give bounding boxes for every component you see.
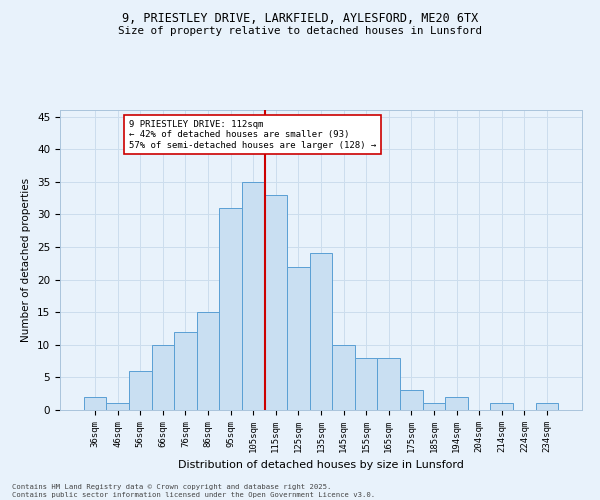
Bar <box>332 345 355 410</box>
Bar <box>84 397 106 410</box>
Bar <box>152 345 174 410</box>
Bar <box>400 390 422 410</box>
Text: Contains HM Land Registry data © Crown copyright and database right 2025.
Contai: Contains HM Land Registry data © Crown c… <box>12 484 375 498</box>
Bar <box>422 404 445 410</box>
Bar <box>174 332 197 410</box>
Bar <box>377 358 400 410</box>
Bar <box>242 182 265 410</box>
Text: Size of property relative to detached houses in Lunsford: Size of property relative to detached ho… <box>118 26 482 36</box>
Y-axis label: Number of detached properties: Number of detached properties <box>22 178 31 342</box>
Bar <box>445 397 468 410</box>
Bar <box>355 358 377 410</box>
Text: 9, PRIESTLEY DRIVE, LARKFIELD, AYLESFORD, ME20 6TX: 9, PRIESTLEY DRIVE, LARKFIELD, AYLESFORD… <box>122 12 478 26</box>
Bar <box>220 208 242 410</box>
Bar <box>490 404 513 410</box>
Bar <box>265 195 287 410</box>
Bar <box>310 254 332 410</box>
Bar <box>106 404 129 410</box>
Bar <box>536 404 558 410</box>
Text: 9 PRIESTLEY DRIVE: 112sqm
← 42% of detached houses are smaller (93)
57% of semi-: 9 PRIESTLEY DRIVE: 112sqm ← 42% of detac… <box>129 120 376 150</box>
Bar <box>129 371 152 410</box>
Bar <box>287 266 310 410</box>
Bar <box>197 312 220 410</box>
X-axis label: Distribution of detached houses by size in Lunsford: Distribution of detached houses by size … <box>178 460 464 470</box>
